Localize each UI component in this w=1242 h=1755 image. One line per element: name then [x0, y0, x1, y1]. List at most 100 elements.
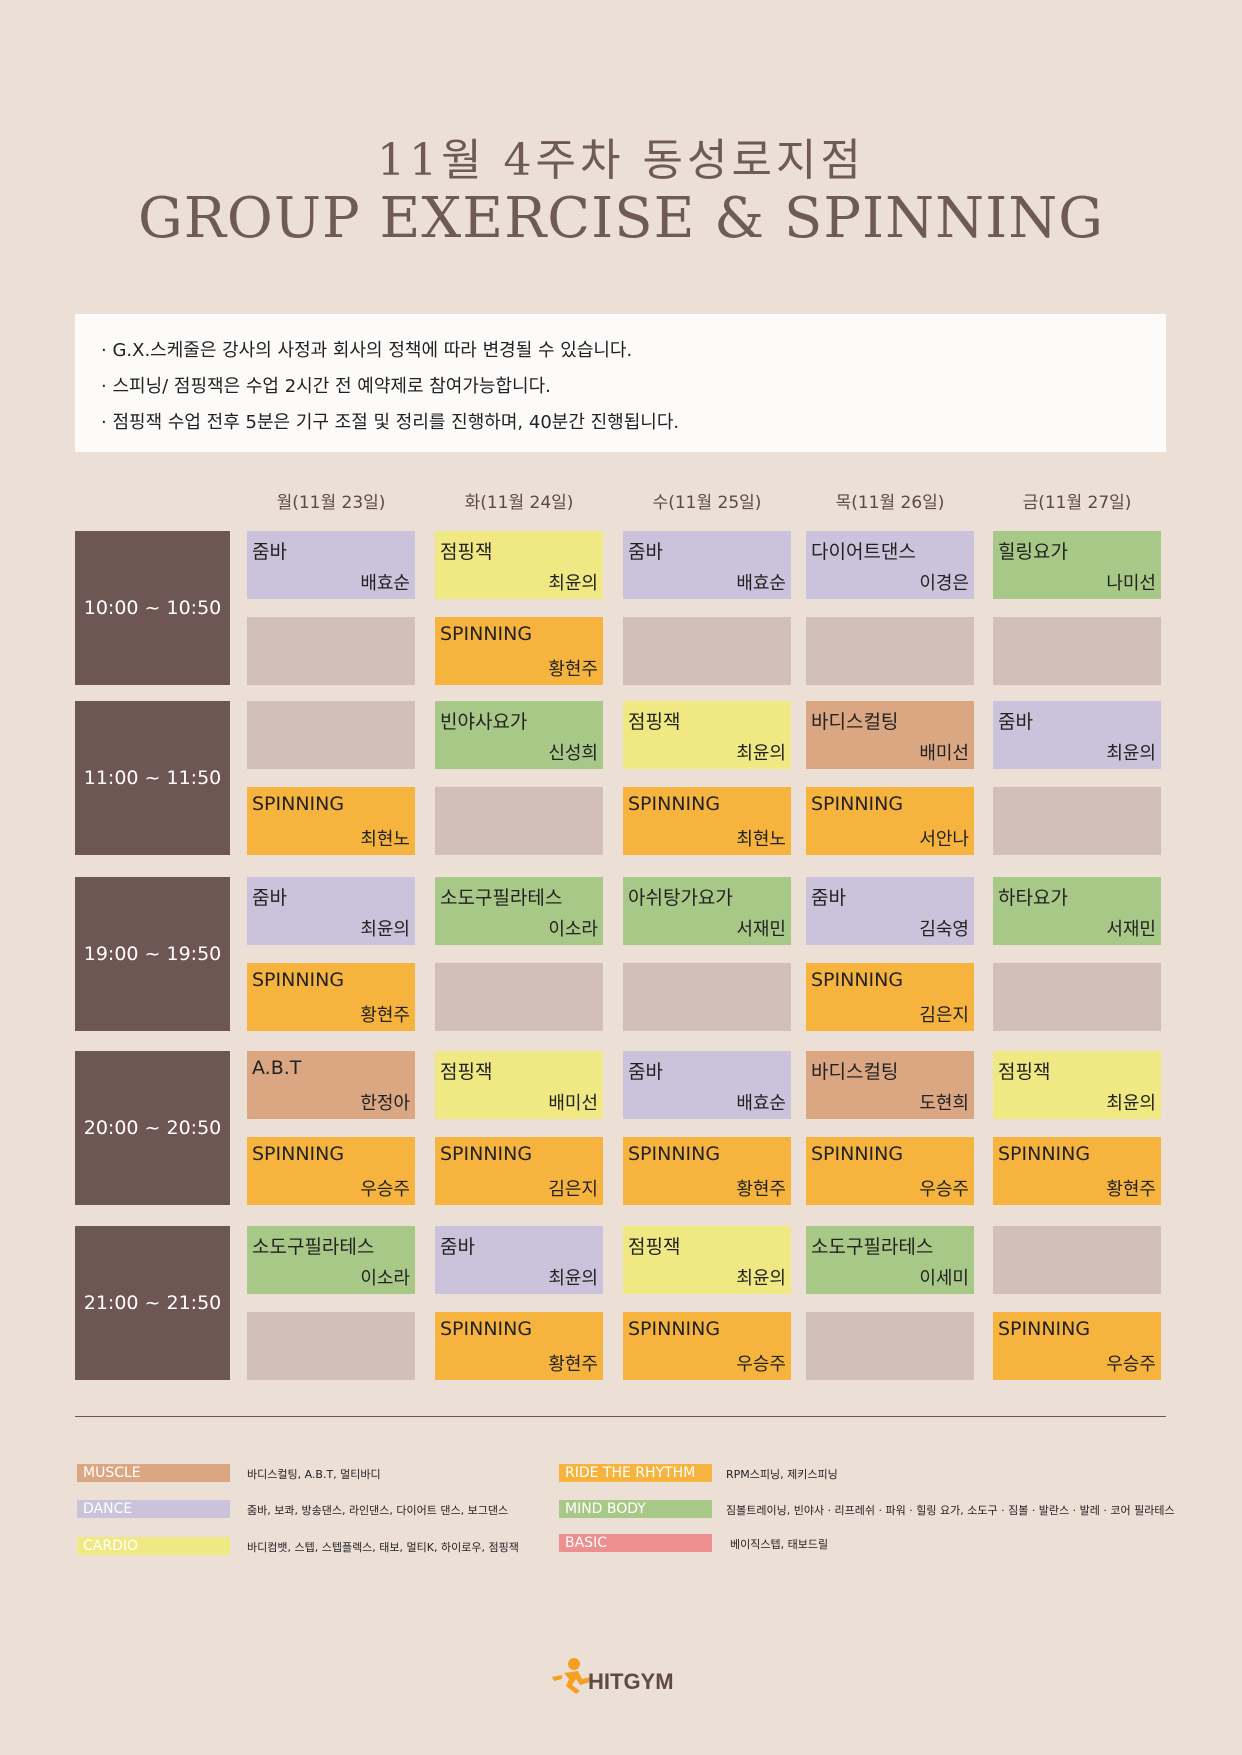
instructor-name: 서재민	[1106, 919, 1156, 940]
logo: HITGYM	[550, 1655, 695, 1695]
class-slot: 줌바 배효순	[623, 1051, 791, 1119]
class-name: 점핑잭	[628, 711, 681, 733]
class-slot: 소도구필라테스 이소라	[435, 877, 603, 945]
class-slot: SPINNING 황현주	[435, 1312, 603, 1380]
instructor-name: 황현주	[548, 1354, 598, 1375]
class-slot: 바디스컬팅 배미선	[806, 701, 974, 769]
legend-swatch-muscle: MUSCLE	[77, 1464, 230, 1482]
class-slot: SPINNING 황현주	[247, 963, 415, 1031]
time-slot-label: 10:00 ~ 10:50	[75, 531, 230, 685]
instructor-name: 최현노	[360, 829, 410, 850]
class-name: 줌바	[252, 887, 287, 909]
instructor-name: 배효순	[736, 1093, 786, 1114]
class-slot: 아쉬탕가요가 서재민	[623, 877, 791, 945]
day-header: 금(11월 27일)	[1022, 493, 1132, 513]
empty-slot	[247, 617, 415, 685]
instructor-name: 최윤의	[736, 743, 786, 764]
class-name: 아쉬탕가요가	[628, 887, 733, 909]
instructor-name: 최윤의	[548, 573, 598, 594]
instructor-name: 배효순	[736, 573, 786, 594]
class-slot: 점핑잭 최윤의	[993, 1051, 1161, 1119]
day-header: 수(11월 25일)	[652, 493, 762, 513]
instructor-name: 김숙영	[919, 919, 969, 940]
empty-slot	[993, 963, 1161, 1031]
class-slot: SPINNING 우승주	[623, 1312, 791, 1380]
class-name: 바디스컬팅	[811, 1061, 899, 1083]
class-slot: 줌바 김숙영	[806, 877, 974, 945]
instructor-name: 나미선	[1106, 573, 1156, 594]
empty-slot	[993, 617, 1161, 685]
instructor-name: 김은지	[919, 1005, 969, 1026]
legend-description: 바디스컬팅, A.B.T, 멀티바디	[247, 1468, 381, 1481]
day-header: 목(11월 26일)	[835, 493, 945, 513]
class-name: 바디스컬팅	[811, 711, 899, 733]
instructor-name: 우승주	[736, 1354, 786, 1375]
class-slot: A.B.T 한정아	[247, 1051, 415, 1119]
class-name: 소도구필라테스	[252, 1236, 375, 1258]
instructor-name: 신성희	[548, 743, 598, 764]
class-slot: SPINNING 김은지	[435, 1137, 603, 1205]
class-slot: 점핑잭 최윤의	[623, 1226, 791, 1294]
class-slot: SPINNING 황현주	[993, 1137, 1161, 1205]
empty-slot	[435, 963, 603, 1031]
instructor-name: 우승주	[360, 1179, 410, 1200]
class-slot: SPINNING 최현노	[623, 787, 791, 855]
title-english: GROUP EXERCISE & SPINNING	[138, 186, 1104, 251]
instructor-name: 최윤의	[360, 919, 410, 940]
class-name: 힐링요가	[998, 541, 1068, 563]
class-slot: SPINNING 서안나	[806, 787, 974, 855]
notice-box: · G.X.스케줄은 강사의 사정과 회사의 정책에 따라 변경될 수 있습니다…	[75, 314, 1166, 452]
legend-swatch-mind: MIND BODY	[559, 1500, 712, 1518]
class-name: SPINNING	[628, 1318, 721, 1340]
class-slot: SPINNING 우승주	[993, 1312, 1161, 1380]
class-name: 줌바	[252, 541, 287, 563]
class-slot: 줌바 최윤의	[435, 1226, 603, 1294]
class-slot: SPINNING 우승주	[247, 1137, 415, 1205]
day-header: 월(11월 23일)	[276, 493, 386, 513]
class-name: SPINNING	[628, 793, 721, 815]
class-name: 빈야사요가	[440, 711, 528, 733]
class-name: SPINNING	[252, 793, 345, 815]
legend-description: RPM스피닝, 제키스피닝	[726, 1468, 838, 1481]
class-name: 점핑잭	[440, 541, 493, 563]
class-name: 소도구필라테스	[440, 887, 563, 909]
empty-slot	[435, 787, 603, 855]
class-slot: SPINNING 황현주	[623, 1137, 791, 1205]
class-name: 하타요가	[998, 887, 1068, 909]
instructor-name: 서안나	[919, 829, 969, 850]
class-slot: 다이어트댄스 이경은	[806, 531, 974, 599]
class-name: 점핑잭	[628, 1236, 681, 1258]
class-name: 줌바	[998, 711, 1033, 733]
instructor-name: 서재민	[736, 919, 786, 940]
empty-slot	[806, 1312, 974, 1380]
class-name: 점핑잭	[998, 1061, 1051, 1083]
class-name: SPINNING	[811, 1143, 904, 1165]
divider	[75, 1416, 1166, 1417]
time-slot-label: 21:00 ~ 21:50	[75, 1226, 230, 1380]
class-name: SPINNING	[811, 969, 904, 991]
class-name: SPINNING	[998, 1318, 1091, 1340]
instructor-name: 최윤의	[1106, 743, 1156, 764]
class-slot: 점핑잭 배미선	[435, 1051, 603, 1119]
time-slot-label: 11:00 ~ 11:50	[75, 701, 230, 855]
instructor-name: 배효순	[360, 573, 410, 594]
class-slot: 소도구필라테스 이세미	[806, 1226, 974, 1294]
class-name: A.B.T	[252, 1057, 302, 1079]
notice-line: · G.X.스케줄은 강사의 사정과 회사의 정책에 따라 변경될 수 있습니다…	[101, 340, 633, 361]
time-slot-label: 20:00 ~ 20:50	[75, 1051, 230, 1205]
instructor-name: 황현주	[548, 659, 598, 680]
instructor-name: 황현주	[736, 1179, 786, 1200]
instructor-name: 한정아	[360, 1093, 410, 1114]
class-name: SPINNING	[440, 623, 533, 645]
class-name: SPINNING	[998, 1143, 1091, 1165]
empty-slot	[993, 1226, 1161, 1294]
class-name: SPINNING	[252, 969, 345, 991]
class-name: 줌바	[628, 541, 663, 563]
